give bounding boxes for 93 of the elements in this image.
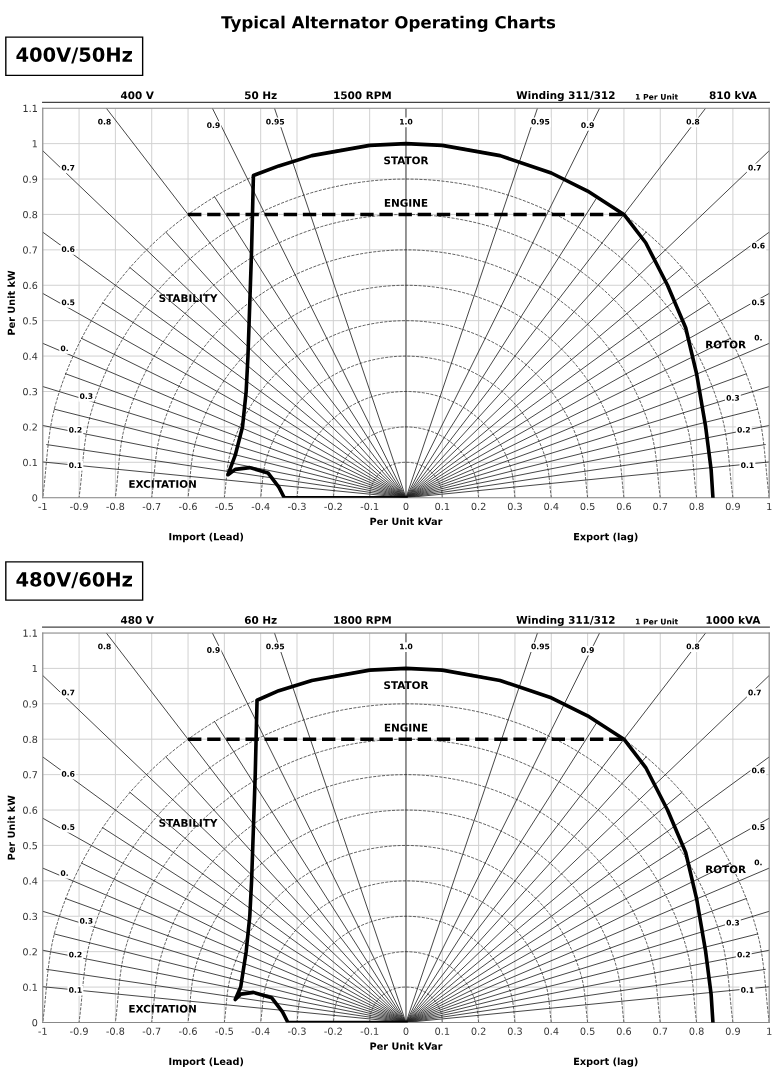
text: 50 Hz [245,91,277,100]
x-tick-label: 0.1 [435,502,450,511]
annotation: STATOR [384,156,429,165]
x-axis-title: Per Unit kVar [370,517,443,526]
x-tick-label: -0.2 [324,502,342,511]
y-tick-label: 0.4 [23,877,38,885]
text: Winding 311/312 [516,91,615,102]
y-tick-label: 0.3 [23,912,38,921]
x-tick-label: -0.9 [70,1027,88,1035]
text: Import (Lead) [169,1057,244,1067]
x-tick-label: 1 [767,502,772,510]
y-tick-label: 0.4 [23,352,38,360]
annotation: EXCITATION [129,1004,196,1013]
x-tick-label: -0.4 [251,1027,270,1035]
text: Export (lag) [574,1057,638,1068]
annotation: STATOR [384,681,429,690]
y-axis-title: Per Unit kW [7,270,15,335]
x-tick-label: 0.5 [580,1027,595,1035]
x-tick-label: 0.3 [507,502,522,511]
x-tick-label: -0.6 [179,1027,197,1035]
y-tick-label: 1.1 [23,104,37,112]
y-tick-label: 0.9 [23,175,38,183]
x-tick-label: 0.3 [507,1027,522,1035]
chart-subtitle: 480V/60Hz [16,571,132,589]
x-tick-label: -0.5 [215,1027,233,1035]
x-tick-label: 0.4 [544,502,559,511]
x-tick-label: 0.4 [544,1027,559,1035]
text: 60 Hz [244,616,277,624]
x-tick-label: -1 [38,1027,47,1035]
x-tick-label: -0.6 [179,502,197,511]
y-tick-label: 0.7 [23,246,38,254]
annotation: ENGINE [384,198,428,207]
x-tick-label: -0.3 [288,1027,306,1035]
y-tick-label: 0.9 [23,700,38,708]
x-tick-label: 0.6 [616,502,632,511]
x-tick-label: -0.5 [215,502,233,511]
x-tick-label: -0.8 [106,1027,125,1035]
y-axis-title: Per Unit kW [7,795,15,860]
text: Export (lag) [574,532,638,543]
x-tick-label: -0.8 [106,502,125,511]
y-tick-label: 0.2 [23,948,37,956]
text: Import (Lead) [169,532,244,543]
x-tick-label: -0.1 [360,502,379,511]
annotation: ENGINE [384,723,428,732]
x-tick-label: 0.8 [689,502,704,511]
x-tick-label: -1 [38,502,47,510]
x-tick-label: 1 [767,1027,772,1035]
y-tick-label: 0.3 [23,387,38,396]
x-tick-label: 0.7 [653,502,668,511]
chart-subtitle: 400V/50Hz [16,47,132,64]
x-tick-label: 0.2 [471,1027,486,1035]
text: 1800 RPM [334,616,391,624]
y-tick-label: 0 [32,494,38,502]
y-tick-label: 0.6 [23,281,38,290]
x-tick-label: 0.8 [689,1027,704,1035]
annotation: EXCITATION [129,480,196,488]
x-tick-label: -0.2 [324,1027,342,1035]
x-tick-label: -0.7 [142,1027,161,1035]
y-tick-label: 0.7 [23,771,38,779]
x-tick-label: 0.7 [653,1027,668,1035]
y-tick-label: 0.1 [23,458,37,467]
x-tick-label: 0.2 [471,502,486,511]
x-tick-label: 0 [403,502,409,511]
x-tick-label: 0.9 [725,502,740,511]
y-tick-label: 0.2 [23,423,37,431]
text: 1000 kVA [706,615,761,624]
x-tick-label: 0.1 [435,1027,450,1035]
y-tick-label: 0.6 [23,806,38,814]
x-tick-label: -0.4 [251,502,270,511]
text: 1500 RPM [334,91,391,100]
x-tick-label: 0 [403,1027,409,1035]
y-tick-label: 0.5 [23,841,38,850]
y-tick-label: 1.1 [23,629,37,637]
y-tick-label: 0.5 [23,317,38,325]
y-tick-label: 1 [32,140,37,148]
x-tick-label: 0.9 [725,1027,740,1035]
y-tick-label: 0 [32,1018,38,1027]
chart-title: Typical Alternator Operating Charts [221,15,556,32]
x-tick-label: -0.9 [70,502,88,511]
text: 400 V [120,91,154,100]
x-tick-label: -0.3 [288,502,306,511]
x-tick-label: 0.5 [580,502,595,511]
x-tick-label: -0.1 [360,1027,379,1035]
text: Winding 311/312 [516,615,615,626]
x-tick-label: 0.6 [616,1027,632,1035]
y-tick-label: 1 [32,664,37,673]
text: 480 V [120,616,154,624]
y-tick-label: 0.8 [23,210,38,219]
y-tick-label: 0.1 [23,983,37,991]
x-tick-label: -0.7 [142,502,161,511]
text: 810 kVA [709,91,757,100]
y-tick-label: 0.8 [23,735,38,744]
x-axis-title: Per Unit kVar [370,1042,443,1050]
